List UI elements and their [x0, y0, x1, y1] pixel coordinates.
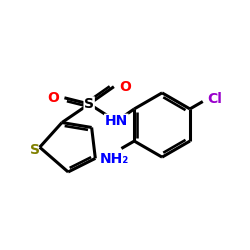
- Text: Cl: Cl: [207, 92, 222, 106]
- Text: S: S: [84, 97, 94, 111]
- Text: O: O: [47, 91, 59, 105]
- Text: S: S: [30, 143, 40, 157]
- Text: NH₂: NH₂: [100, 152, 129, 166]
- Text: O: O: [119, 80, 131, 94]
- Text: HN: HN: [105, 114, 128, 128]
